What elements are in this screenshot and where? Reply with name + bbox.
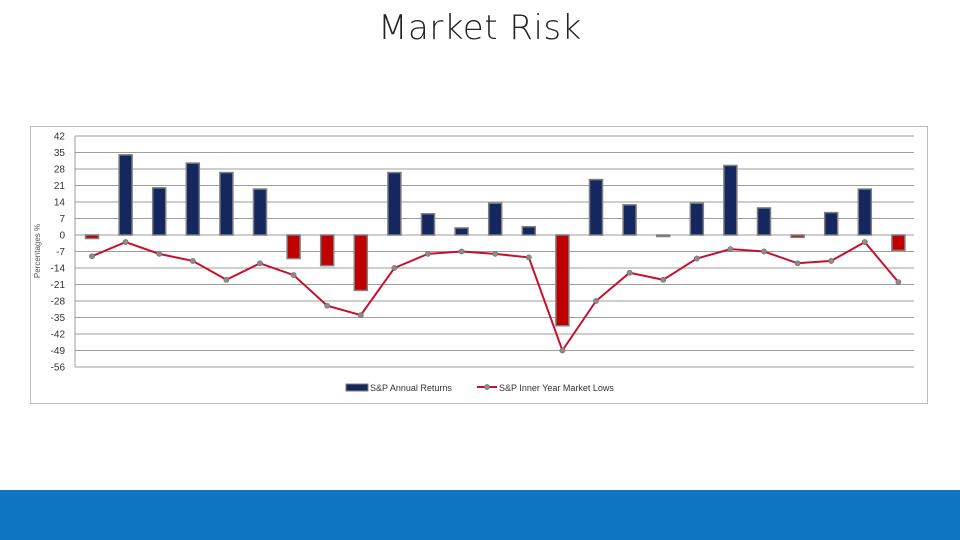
bar bbox=[823, 211, 839, 236]
line-point bbox=[89, 253, 95, 260]
line-point bbox=[861, 239, 868, 245]
y-tick-label: -7 bbox=[56, 247, 65, 258]
bar bbox=[151, 187, 167, 236]
y-tick-label: -49 bbox=[51, 346, 66, 357]
line-point bbox=[458, 248, 465, 255]
bar bbox=[387, 171, 402, 236]
y-tick-label: -35 bbox=[51, 313, 66, 324]
line-point bbox=[895, 279, 902, 286]
bar bbox=[185, 162, 201, 236]
bar bbox=[219, 171, 234, 236]
line-point bbox=[391, 265, 398, 271]
bar-series bbox=[84, 154, 906, 327]
y-axis-label: Percentages % bbox=[33, 224, 42, 278]
y-tick-label: 14 bbox=[54, 198, 66, 209]
line-series bbox=[89, 239, 902, 354]
slide-title: Market Risk bbox=[378, 8, 582, 48]
y-tick-label: 28 bbox=[54, 165, 66, 176]
bar bbox=[118, 154, 133, 236]
line-point bbox=[357, 312, 364, 319]
legend-line-marker bbox=[484, 384, 490, 390]
y-tick-label: 21 bbox=[54, 181, 66, 192]
line-point bbox=[189, 258, 196, 264]
line-point bbox=[761, 248, 767, 255]
bar bbox=[588, 178, 604, 236]
line-point bbox=[559, 347, 566, 354]
y-tick-label: 0 bbox=[59, 231, 65, 242]
bar bbox=[790, 234, 805, 239]
legend-bar-label: S&P Annual Returns bbox=[370, 383, 452, 393]
line-point bbox=[223, 276, 230, 283]
line-point bbox=[794, 260, 801, 267]
y-tick-label: 7 bbox=[59, 214, 65, 225]
bar bbox=[723, 164, 738, 236]
line-point bbox=[660, 276, 667, 283]
bar bbox=[353, 234, 369, 292]
y-tick-label: -28 bbox=[51, 297, 66, 308]
y-tick-label: 42 bbox=[54, 132, 66, 143]
y-tick-label: -14 bbox=[51, 264, 66, 275]
line-point bbox=[525, 254, 532, 261]
market-risk-chart: 42 35 28 21 14 7 0 -7 -14 -21 -28 -35 -42 -49 -56 Perc… bbox=[33, 132, 914, 393]
line-point bbox=[324, 302, 331, 309]
line-point bbox=[626, 269, 633, 276]
bar bbox=[622, 204, 637, 236]
line-point bbox=[492, 250, 499, 257]
line-point bbox=[257, 260, 263, 267]
line-point bbox=[727, 246, 734, 253]
bar bbox=[689, 202, 705, 236]
bar bbox=[420, 213, 436, 236]
bar bbox=[84, 234, 100, 240]
line-point bbox=[828, 258, 835, 264]
bar bbox=[521, 226, 537, 236]
bar bbox=[555, 234, 570, 327]
bar bbox=[891, 234, 906, 252]
y-tick-label: -42 bbox=[51, 330, 66, 341]
footer-bar bbox=[0, 490, 960, 540]
line-point bbox=[425, 250, 431, 257]
legend: S&P Annual Returns S&P Inner Year Market… bbox=[345, 383, 614, 393]
bar bbox=[756, 207, 772, 236]
line-point bbox=[593, 298, 599, 304]
line-point bbox=[693, 255, 700, 262]
y-tick-label: 35 bbox=[54, 148, 66, 159]
bar bbox=[252, 188, 268, 236]
y-tick-label: -21 bbox=[51, 280, 66, 291]
line-point bbox=[122, 239, 129, 245]
chart-frame: 42 35 28 21 14 7 0 -7 -14 -21 -28 -35 -42 -49 -56 Perc… bbox=[30, 126, 928, 404]
bar bbox=[857, 188, 873, 236]
legend-bar-swatch bbox=[345, 383, 369, 392]
bar bbox=[487, 202, 503, 236]
y-tick-label: -56 bbox=[51, 363, 66, 374]
bar bbox=[454, 227, 469, 236]
legend-line-label: S&P Inner Year Market Lows bbox=[499, 383, 614, 393]
bar bbox=[319, 234, 335, 267]
line-point bbox=[290, 272, 297, 278]
y-tick-labels: 42 35 28 21 14 7 0 -7 -14 -21 -28 -35 -42 -49 -56 bbox=[51, 132, 66, 374]
line-point bbox=[156, 250, 163, 257]
bar bbox=[286, 234, 301, 260]
bar bbox=[655, 234, 671, 238]
